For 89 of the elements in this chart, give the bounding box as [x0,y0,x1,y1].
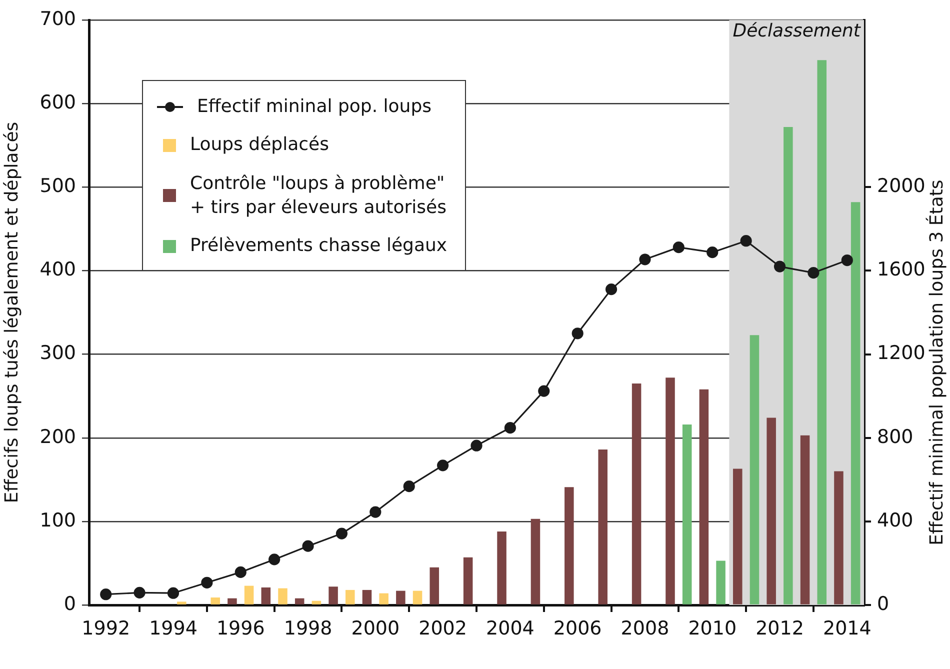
bar [530,518,540,604]
y-tick-label: 500 [40,175,76,198]
x-tick-label: 2014 [822,617,872,640]
point [740,235,752,247]
band-label: Déclassement [732,20,862,42]
bar [346,590,355,604]
point [538,385,550,397]
point [437,460,449,472]
y2-tick-label: 800 [877,426,914,448]
bar [800,435,810,604]
bar [632,384,642,604]
point [336,528,348,540]
x-tick-label: 2012 [756,617,804,640]
bar [834,471,844,604]
x-tick-label: 2010 [688,617,737,640]
y-axis-title: Effecifs loups tués légalement et déplacés [1,122,22,504]
legend-label: Loups déplacés [190,133,329,158]
y2-axis-title: Effectif minimal population loups 3 États [926,180,948,546]
y2-tick-label: 400 [877,509,914,532]
point [234,566,246,578]
bar [228,598,237,604]
bar [817,60,827,604]
x-tick-label: 1996 [216,617,265,640]
point [774,260,786,272]
point [841,254,853,266]
bar [733,468,742,604]
bar [362,590,372,604]
x-tick-label: 1994 [149,617,198,640]
point [470,440,482,452]
bar [497,531,506,604]
point [100,588,112,600]
point [672,242,684,254]
x-tick-label: 1998 [284,617,332,640]
y-tick-label: 700 [40,8,76,30]
bar [682,424,692,604]
y-tick-label: 600 [40,92,76,114]
bar [430,567,440,604]
x-tick-label: 2004 [486,617,534,640]
bar [294,598,304,604]
point [167,587,180,599]
bar [666,378,675,604]
point [504,422,516,434]
y-tick-label: 0 [64,592,76,615]
point [572,328,584,340]
y2-tick-label: 0 [877,592,890,615]
point [370,506,382,518]
x-tick-label: 1992 [82,617,130,640]
bar [598,450,608,604]
bar [312,600,322,604]
bar [177,602,186,604]
bar [850,202,860,604]
point [302,540,314,552]
y2-tick-label: 1600 [877,258,926,281]
y-tick-label: 200 [40,426,76,448]
point [605,284,618,296]
point [706,246,718,258]
bar [766,418,776,604]
bar [463,557,473,604]
bar [412,590,422,604]
y2-tick-label: 2000 [877,175,926,198]
point [268,554,280,566]
y-tick-label: 300 [40,342,76,364]
bar [278,588,288,604]
bar [716,560,726,604]
bar [750,335,760,604]
bar [784,126,793,604]
y-tick-label: 100 [40,509,76,532]
point [134,586,146,598]
point [201,576,213,588]
y-tick-label: 400 [40,258,76,281]
bar [699,389,709,604]
legend-label: Contrôle "loups à problème" + tirs par éleveurs autorisés [190,172,446,220]
y2-tick-label: 1200 [877,342,926,364]
point [808,267,820,279]
bar [244,586,254,604]
x-tick-label: 2002 [418,617,467,640]
bar [261,587,271,604]
bar [379,593,388,604]
bar [396,590,406,604]
bar [328,586,338,604]
legend-label: Effectif mininal pop. loups [197,95,432,119]
x-tick-label: 2008 [620,617,670,640]
bar [564,487,574,604]
point [403,480,415,492]
legend-label: Prélèvements chasse légaux [190,234,448,258]
x-tick-label: 2006 [553,617,602,640]
point [639,254,651,266]
bar [210,597,220,604]
x-tick-label: 2000 [351,617,400,640]
